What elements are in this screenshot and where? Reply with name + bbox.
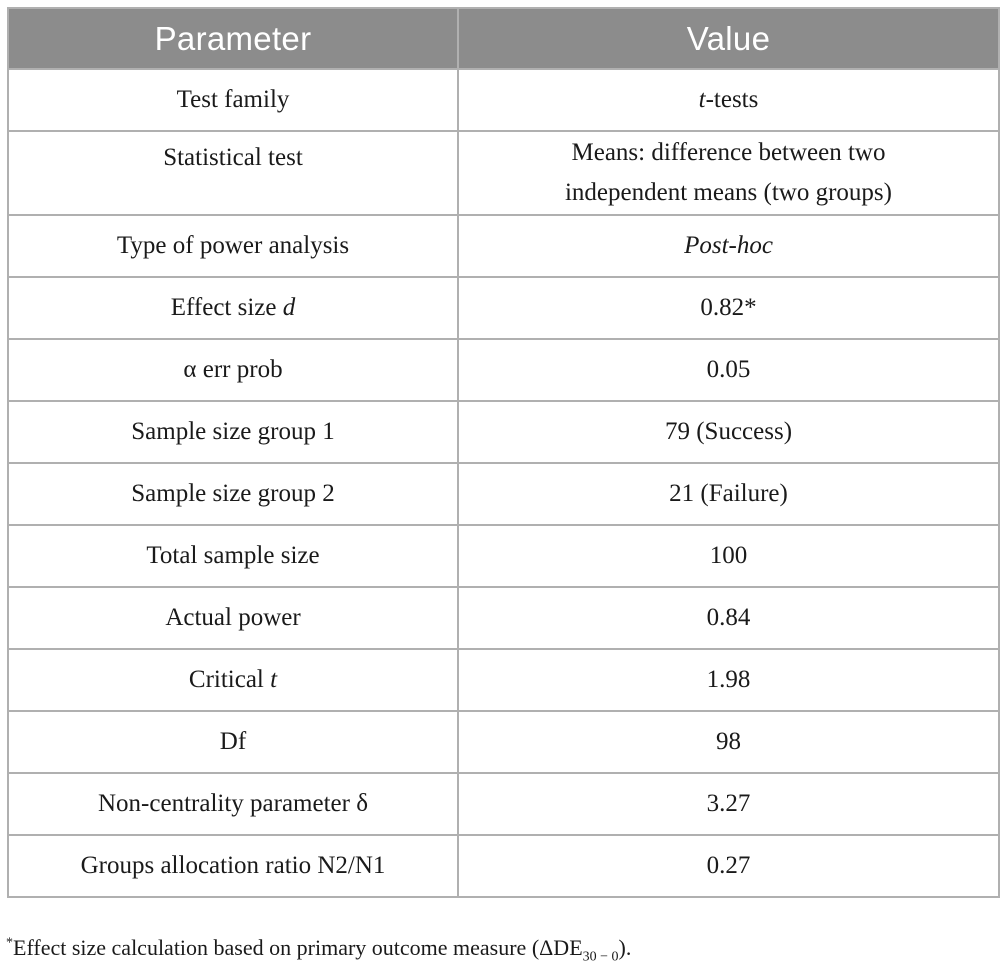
cell-parameter: Groups allocation ratio N2/N1 xyxy=(7,834,459,898)
cell-value: 0.27 xyxy=(457,834,1000,898)
cell-parameter: Sample size group 1 xyxy=(7,400,459,464)
table-row: Groups allocation ratio N2/N1 0.27 xyxy=(7,834,1000,898)
parameter-main: Critical xyxy=(188,666,271,693)
parameter-main: Effect size xyxy=(170,294,283,321)
cell-value: t-tests xyxy=(457,68,1000,132)
cell-value: 0.82* xyxy=(457,276,1000,340)
table-row: Statistical test Means: difference betwe… xyxy=(7,130,1000,216)
power-analysis-table-container: Parameter Value Test family t-tests Stat… xyxy=(7,7,1000,898)
table-row: α err prob 0.05 xyxy=(7,338,1000,402)
cell-value: 98 xyxy=(457,710,1000,774)
footnote-marker: * xyxy=(6,935,13,951)
cell-value: Means: difference between two independent… xyxy=(457,130,1000,216)
cell-parameter: Total sample size xyxy=(7,524,459,588)
table-row: Test family t-tests xyxy=(7,68,1000,132)
cell-parameter: Non-centrality parameter δ xyxy=(7,772,459,836)
cell-parameter: Df xyxy=(7,710,459,774)
cell-parameter: α err prob xyxy=(7,338,459,402)
cell-value: 100 xyxy=(457,524,1000,588)
cell-parameter: Effect size d xyxy=(7,276,459,340)
table-row: Sample size group 2 21 (Failure) xyxy=(7,462,1000,526)
table-row: Non-centrality parameter δ 3.27 xyxy=(7,772,1000,836)
table-row: Type of power analysis Post-hoc xyxy=(7,214,1000,278)
cell-value: 1.98 xyxy=(457,648,1000,712)
cell-value: 0.05 xyxy=(457,338,1000,402)
cell-value: 79 (Success) xyxy=(457,400,1000,464)
cell-parameter: Critical t xyxy=(7,648,459,712)
parameter-italic: d xyxy=(282,294,296,321)
cell-parameter: Type of power analysis xyxy=(7,214,459,278)
cell-value: 3.27 xyxy=(457,772,1000,836)
table-row: Total sample size 100 xyxy=(7,524,1000,588)
header-parameter: Parameter xyxy=(7,7,459,70)
parameter-italic: t xyxy=(270,666,278,693)
cell-parameter: Sample size group 2 xyxy=(7,462,459,526)
cell-parameter: Test family xyxy=(7,68,459,132)
value-line-1: Means: difference between two xyxy=(571,139,886,166)
value-italic: t xyxy=(698,86,706,113)
cell-value: Post-hoc xyxy=(457,214,1000,278)
table-row: Sample size group 1 79 (Success) xyxy=(7,400,1000,464)
table-header-row: Parameter Value xyxy=(7,7,1000,70)
value-rest: -tests xyxy=(705,86,759,113)
cell-value: 21 (Failure) xyxy=(457,462,1000,526)
table-row: Effect size d 0.82* xyxy=(7,276,1000,340)
footnote-subscript: 30 − 0 xyxy=(582,949,619,965)
footnote-tail: ). xyxy=(618,935,632,960)
cell-parameter: Statistical test xyxy=(7,130,459,216)
cell-parameter: Actual power xyxy=(7,586,459,650)
cell-value: 0.84 xyxy=(457,586,1000,650)
footnote-text: Effect size calculation based on primary… xyxy=(13,935,583,960)
table-row: Actual power 0.84 xyxy=(7,586,1000,650)
power-analysis-table: Parameter Value Test family t-tests Stat… xyxy=(7,7,1000,898)
table-footnote: *Effect size calculation based on primar… xyxy=(6,935,631,965)
header-value: Value xyxy=(457,7,1000,70)
value-line-2: independent means (two groups) xyxy=(564,179,892,206)
table-row: Critical t 1.98 xyxy=(7,648,1000,712)
table-row: Df 98 xyxy=(7,710,1000,774)
